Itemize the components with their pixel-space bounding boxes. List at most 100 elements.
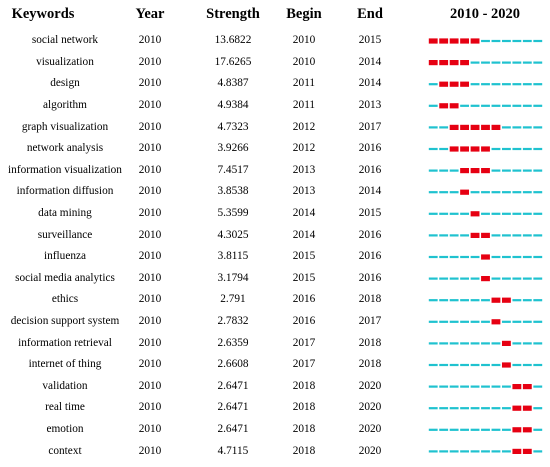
- burst-segment: [481, 146, 490, 152]
- timeline-segment: [460, 277, 470, 280]
- burst-segment: [460, 38, 470, 44]
- timeline-segment: [512, 212, 522, 215]
- timeline-segment: [449, 342, 459, 345]
- begin-cell: 2017: [292, 358, 316, 371]
- timeline-segment: [501, 320, 511, 323]
- timeline-segment: [491, 104, 501, 107]
- burst-segment: [481, 276, 490, 282]
- burst-segment: [512, 405, 522, 411]
- timeline-segment: [460, 212, 470, 215]
- burst-segment: [460, 146, 470, 152]
- timeline-segment: [491, 407, 501, 410]
- begin-cell: 2013: [292, 185, 316, 198]
- timeline-segment: [512, 255, 522, 259]
- burst-segment: [470, 168, 480, 174]
- timeline-segment: [533, 212, 543, 215]
- burst-segment: [512, 448, 522, 454]
- burst-segment: [460, 168, 470, 174]
- timeline-segment: [481, 212, 490, 215]
- strength-cell: 2.6359: [217, 336, 249, 349]
- end-cell: 2020: [358, 401, 382, 414]
- burst-segment: [460, 189, 470, 195]
- timeline-segment: [522, 299, 532, 302]
- timeline-segment: [522, 83, 532, 86]
- strength-cell: 4.8387: [217, 77, 249, 90]
- year-cell: 2010: [138, 358, 162, 371]
- end-cell: 2013: [358, 99, 382, 111]
- strength-cell: 3.8115: [217, 250, 249, 263]
- burst-segment: [428, 60, 438, 66]
- timeline-segment: [522, 342, 532, 345]
- timeline-segment: [512, 104, 522, 107]
- timeline-segment: [501, 61, 511, 64]
- timeline-segment: [512, 277, 522, 280]
- timeline-segment: [533, 61, 543, 64]
- timeline-segment: [491, 277, 501, 280]
- strength-cell: 2.7832: [217, 315, 249, 327]
- timeline-segment: [470, 277, 480, 280]
- begin-cell: 2010: [292, 55, 316, 68]
- timeline-segment: [449, 169, 459, 172]
- begin-cell: 2014: [292, 228, 316, 241]
- end-cell: 2020: [358, 423, 382, 435]
- timeline-segment: [470, 320, 480, 323]
- year-cell: 2010: [138, 207, 162, 219]
- timeline-segment: [428, 407, 438, 410]
- end-cell: 2014: [358, 185, 382, 198]
- timeline-segment: [491, 428, 501, 431]
- year-cell: 2010: [138, 228, 162, 241]
- keyword-cell: data mining: [38, 207, 92, 219]
- burst-segment: [470, 38, 480, 44]
- end-cell: 2017: [358, 315, 382, 327]
- year-cell: 2010: [138, 336, 162, 349]
- timeline-segment: [512, 363, 522, 367]
- end-cell: 2016: [358, 142, 382, 155]
- timeline-segment: [449, 407, 459, 410]
- timeline-segment: [439, 255, 449, 259]
- timeline-segment: [439, 126, 449, 129]
- keyword-cell: ethics: [51, 293, 79, 306]
- timeline-segment: [533, 407, 543, 410]
- timeline-segment: [533, 342, 543, 345]
- timeline-segment: [439, 191, 449, 194]
- keyword-cell: design: [50, 77, 80, 90]
- timeline-segment: [522, 191, 532, 194]
- burst-segment: [449, 124, 459, 130]
- year-cell: 2010: [138, 185, 162, 198]
- header-strength: Strength: [206, 6, 260, 22]
- burst-segment: [481, 124, 490, 130]
- burst-segment: [522, 427, 532, 433]
- begin-cell: 2015: [292, 271, 316, 284]
- burst-segment: [460, 60, 470, 66]
- timeline-segment: [501, 212, 511, 215]
- timeline-segment: [449, 428, 459, 431]
- year-cell: 2010: [138, 99, 162, 111]
- strength-cell: 7.4517: [217, 163, 249, 176]
- timeline-segment: [470, 363, 480, 367]
- timeline-segment: [428, 255, 438, 259]
- keyword-cell: decision support system: [10, 315, 120, 327]
- timeline-segment: [470, 428, 480, 431]
- timeline-segment: [428, 169, 438, 172]
- timeline-segment: [481, 385, 490, 388]
- timeline-segment: [460, 342, 470, 345]
- end-cell: 2020: [358, 379, 382, 392]
- begin-cell: 2013: [292, 163, 316, 176]
- year-cell: 2010: [138, 379, 162, 392]
- timeline-segment: [439, 342, 449, 345]
- keyword-cell: information retrieval: [18, 336, 112, 349]
- burst-segment: [449, 60, 459, 66]
- end-cell: 2015: [358, 34, 382, 47]
- timeline-segment: [533, 299, 543, 302]
- timeline-segment: [491, 147, 501, 151]
- timeline-segment: [460, 104, 470, 107]
- timeline-segment: [470, 407, 480, 410]
- header-begin: Begin: [286, 6, 322, 22]
- strength-cell: 4.3025: [217, 228, 249, 241]
- timeline-segment: [481, 407, 490, 410]
- timeline-segment: [470, 83, 480, 86]
- timeline-segment: [491, 450, 501, 453]
- begin-cell: 2015: [292, 250, 316, 263]
- timeline-segment: [470, 104, 480, 107]
